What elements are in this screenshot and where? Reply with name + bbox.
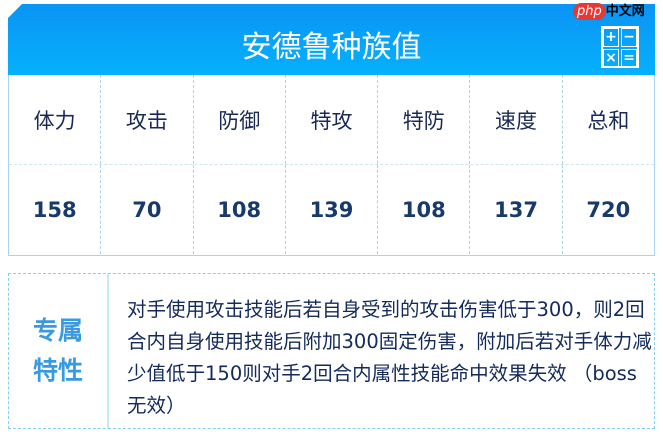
stat-label: 特攻: [284, 75, 377, 164]
header: 安德鲁种族值 + − × =: [8, 4, 655, 75]
trait-label: 专属特性: [9, 274, 109, 428]
stats-header-row: 体力 攻击 防御 特攻 特防 速度 总和: [9, 75, 654, 164]
stat-label: 总和: [561, 75, 654, 164]
stats-table: 体力 攻击 防御 特攻 特防 速度 总和 158 70 108 139 108 …: [8, 75, 655, 256]
stat-value: 158: [32, 197, 77, 222]
stat-value: 137: [469, 165, 561, 254]
stat-value: 720: [561, 165, 654, 254]
watermark-logo: php 中文网: [573, 0, 645, 20]
minus-symbol: −: [621, 28, 637, 47]
times-symbol: ×: [603, 49, 619, 68]
stat-label: 体力: [33, 108, 76, 133]
stat-value: 70: [100, 165, 192, 254]
stat-value: 139: [284, 165, 377, 254]
stat-label: 速度: [469, 75, 561, 164]
stats-value-row: 158 70 108 139 108 137 720: [9, 164, 654, 254]
calculator-icon: + − × =: [601, 26, 639, 68]
exclusive-trait-box: 专属特性 对手使用攻击技能后若自身受到的攻击伤害低于300，则2回合内自身使用技…: [8, 273, 655, 429]
stat-value: 108: [377, 165, 469, 254]
equals-symbol: =: [621, 49, 637, 68]
page-title: 安德鲁种族值: [241, 30, 422, 65]
stat-label: 特防: [377, 75, 469, 164]
stat-label: 攻击: [100, 75, 192, 164]
stat-value: 108: [192, 165, 285, 254]
stat-label: 防御: [192, 75, 285, 164]
plus-symbol: +: [603, 28, 619, 47]
trait-description: 对手使用攻击技能后若自身受到的攻击伤害低于300，则2回合内自身使用技能后附加3…: [127, 298, 652, 417]
